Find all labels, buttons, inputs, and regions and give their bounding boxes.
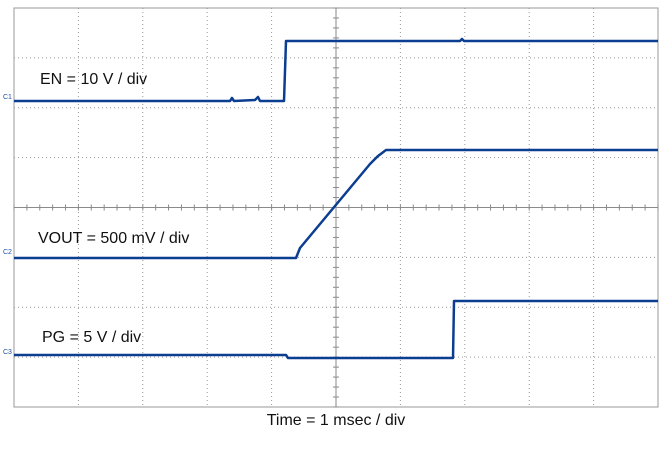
vout-trace [14, 148, 658, 260]
graticule [13, 7, 659, 408]
channel-marker: C2 [3, 249, 12, 256]
x-axis-label: Time = 1 msec / div [267, 412, 406, 429]
trace-label: EN = 10 V / div [40, 71, 147, 88]
trace-label: VOUT = 500 mV / div [38, 230, 189, 247]
trace-label: PG = 5 V / div [42, 329, 141, 346]
channel-marker: C3 [3, 349, 12, 356]
channel-marker: C1 [3, 94, 12, 101]
pg-trace [14, 299, 658, 360]
en-trace [14, 37, 658, 103]
